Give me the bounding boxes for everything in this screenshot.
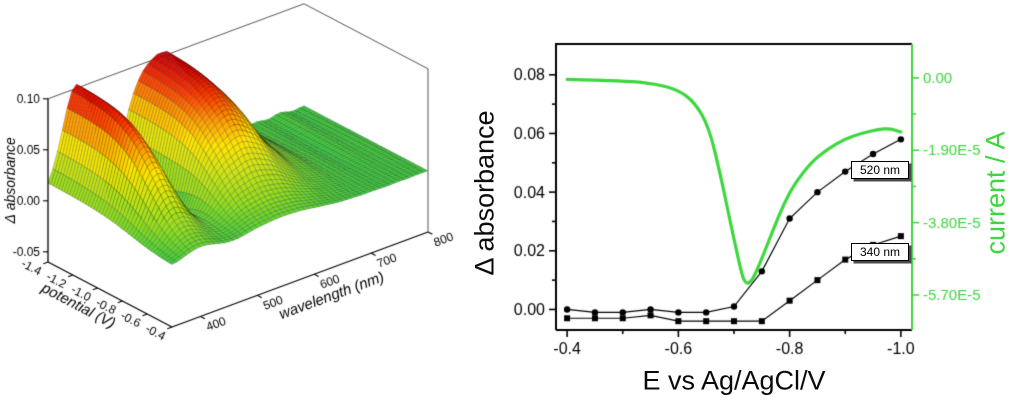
dual-axis-plot-panel: Δ absorbance current / A E vs Ag/AgCl/V … bbox=[464, 0, 1024, 409]
surface-plot-panel bbox=[0, 0, 464, 409]
annotation-340nm: 340 nm bbox=[851, 243, 910, 261]
dual-axis-plot-canvas bbox=[464, 0, 1024, 409]
annotation-520nm: 520 nm bbox=[851, 161, 910, 179]
x-axis-title: E vs Ag/AgCl/V bbox=[642, 365, 826, 396]
left-y-axis-title: Δ absorbance bbox=[469, 110, 500, 276]
surface-plot-canvas bbox=[0, 0, 464, 409]
right-y-axis-title: current / A bbox=[980, 131, 1011, 255]
